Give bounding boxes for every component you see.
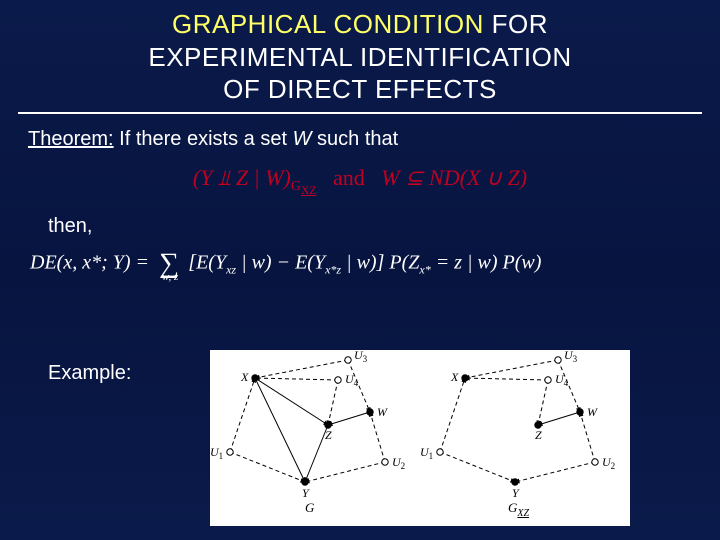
slide-title: GRAPHICAL CONDITION FOR EXPERIMENTAL IDE… bbox=[0, 0, 720, 106]
title-accent: GRAPHICAL CONDITION bbox=[172, 9, 484, 39]
svg-text:Z: Z bbox=[325, 428, 332, 442]
title-line2: EXPERIMENTAL IDENTIFICATION bbox=[148, 42, 571, 72]
svg-text:U4: U4 bbox=[555, 372, 569, 388]
then-text: then, bbox=[48, 215, 720, 238]
title-divider bbox=[18, 112, 702, 114]
title-tail: FOR bbox=[484, 9, 548, 39]
svg-text:W: W bbox=[587, 405, 598, 419]
theorem-setvar: W bbox=[293, 128, 312, 150]
theorem-label: Theorem: bbox=[28, 128, 114, 150]
svg-text:U2: U2 bbox=[602, 455, 615, 471]
svg-text:U1: U1 bbox=[210, 445, 223, 461]
svg-text:X: X bbox=[240, 370, 249, 384]
example-label: Example: bbox=[48, 362, 131, 385]
svg-text:GXZ: GXZ bbox=[508, 500, 529, 519]
svg-text:W: W bbox=[377, 405, 388, 419]
svg-text:U3: U3 bbox=[564, 350, 578, 364]
de-lhs: DE(x, x*; Y) = bbox=[30, 251, 154, 273]
svg-text:U1: U1 bbox=[420, 445, 433, 461]
theorem-text1: If there exists a set bbox=[114, 128, 293, 150]
sigma-sub: w, z bbox=[162, 271, 178, 283]
svg-text:Z: Z bbox=[535, 428, 542, 442]
svg-text:X: X bbox=[450, 370, 459, 384]
svg-text:Y: Y bbox=[512, 486, 520, 500]
example-diagram: XU3U4WZU1U2YGXU3U4WZU1U2YGXZ bbox=[210, 350, 630, 526]
svg-text:Y: Y bbox=[302, 486, 310, 500]
title-line3: OF DIRECT EFFECTS bbox=[223, 74, 497, 104]
svg-text:U3: U3 bbox=[354, 350, 368, 364]
condition-formula: (Y ⫫ Z | W)GXZ and W ⊆ ND(X ∪ Z) bbox=[0, 165, 720, 197]
theorem-text2: such that bbox=[311, 128, 398, 150]
svg-text:U4: U4 bbox=[345, 372, 359, 388]
de-formula: DE(x, x*; Y) = ∑ w, z [E(Yxz | w) − E(Yx… bbox=[30, 248, 720, 284]
svg-text:G: G bbox=[305, 500, 315, 515]
theorem-line: Theorem: If there exists a set W such th… bbox=[28, 128, 720, 151]
svg-text:U2: U2 bbox=[392, 455, 405, 471]
